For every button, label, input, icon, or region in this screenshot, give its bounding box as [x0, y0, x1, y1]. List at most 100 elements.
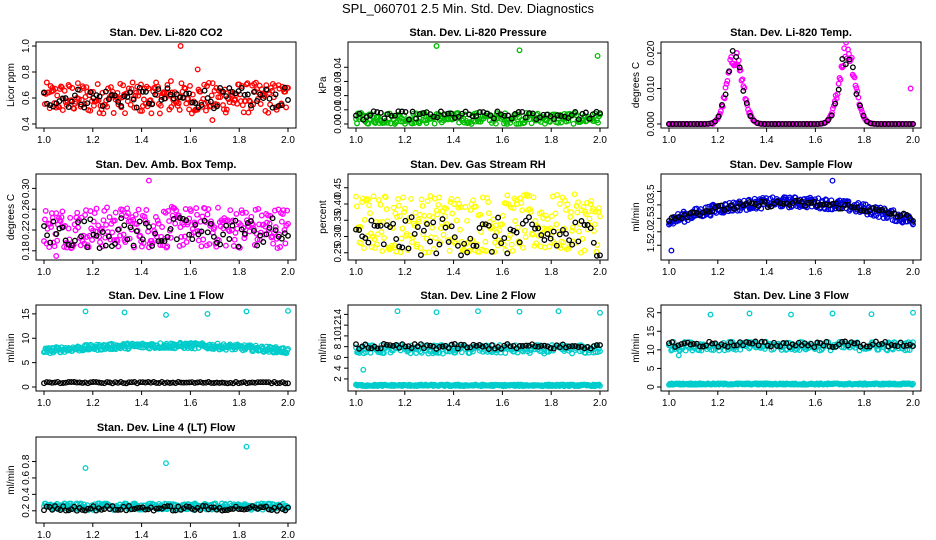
x-tick-label: 1.4 — [447, 135, 461, 146]
chart-title: Stan. Dev. Gas Stream RH — [410, 159, 546, 171]
data-point — [165, 208, 172, 214]
data-point — [155, 86, 162, 93]
data-point — [207, 98, 214, 105]
data-point — [687, 121, 694, 127]
data-point — [238, 379, 245, 386]
data-point — [519, 343, 526, 349]
data-point — [170, 95, 177, 102]
data-point — [173, 236, 180, 243]
data-point — [367, 210, 373, 217]
data-point — [164, 85, 171, 92]
data-point — [213, 379, 220, 386]
data-point — [285, 380, 291, 387]
data-point — [191, 379, 198, 386]
data-point — [161, 238, 168, 245]
data-point — [746, 339, 753, 346]
data-point — [814, 121, 821, 127]
y-tick-label: 0.04 — [333, 57, 344, 77]
data-point — [470, 242, 477, 249]
data-point — [894, 213, 901, 220]
data-point — [211, 224, 218, 231]
data-point — [857, 102, 863, 109]
data-point — [522, 342, 529, 349]
data-point — [427, 193, 434, 199]
x-tick-label: 2.0 — [281, 398, 295, 409]
y-tick-label: 20 — [646, 307, 657, 319]
data-point — [740, 87, 747, 94]
chart-title: Stan. Dev. Li-820 Temp. — [730, 27, 852, 39]
data-point — [417, 252, 424, 259]
data-point — [719, 101, 725, 108]
data-point — [224, 507, 231, 513]
data-point — [75, 86, 81, 93]
data-point — [470, 197, 477, 204]
data-point — [183, 100, 190, 107]
data-point — [416, 218, 422, 225]
data-point — [131, 104, 138, 111]
data-point — [779, 121, 786, 127]
data-point — [449, 210, 456, 217]
data-point — [451, 234, 458, 241]
data-point — [499, 212, 506, 219]
data-point — [587, 201, 594, 208]
data-point — [235, 380, 242, 387]
x-tick-label: 1.4 — [760, 135, 774, 146]
data-point — [430, 113, 437, 120]
data-point — [111, 217, 118, 224]
points-layer — [353, 43, 603, 127]
data-point — [104, 379, 111, 386]
data-point — [510, 205, 517, 212]
data-point — [828, 112, 835, 119]
chart-title: Stan. Dev. Sample Flow — [730, 159, 853, 171]
data-point — [814, 339, 821, 346]
y-axis-label: ml/min — [631, 333, 642, 362]
data-point — [788, 311, 794, 318]
data-point — [161, 95, 168, 102]
data-point — [189, 379, 195, 386]
data-point — [461, 240, 468, 247]
data-point — [562, 206, 569, 213]
x-tick-label: 1.4 — [447, 267, 461, 278]
data-point — [593, 342, 600, 349]
chart-panel: Stan. Dev. Line 4 (LT) Flow 1.0 1.2 1.4 1.6 1… — [6, 422, 297, 540]
data-point — [93, 232, 100, 239]
data-point — [559, 341, 566, 348]
data-point — [757, 120, 764, 127]
data-point — [90, 231, 97, 238]
data-point — [501, 112, 508, 119]
data-point — [235, 88, 242, 95]
data-point — [249, 379, 256, 386]
data-point — [480, 247, 487, 254]
x-tick-label: 1.0 — [662, 135, 676, 146]
data-point — [582, 109, 589, 116]
data-point — [353, 226, 359, 233]
data-point — [222, 242, 229, 249]
data-point — [147, 379, 154, 386]
data-point — [402, 205, 408, 212]
data-point — [547, 345, 554, 351]
data-point — [245, 109, 252, 116]
data-point — [767, 203, 774, 210]
data-point — [491, 248, 498, 255]
data-point — [279, 379, 286, 386]
points-layer — [41, 307, 291, 387]
data-point — [167, 234, 174, 241]
data-point — [120, 82, 127, 89]
x-tick-label: 1.8 — [232, 398, 246, 409]
data-point — [153, 505, 160, 512]
data-point — [558, 113, 565, 119]
data-point — [458, 341, 464, 348]
data-point — [556, 231, 563, 238]
y-tick-label: 0.00 — [333, 114, 344, 134]
data-point — [821, 119, 828, 126]
data-point — [97, 239, 103, 246]
data-point — [434, 114, 441, 121]
data-point — [462, 108, 469, 115]
data-point — [888, 210, 895, 217]
data-point — [482, 342, 489, 349]
y-tick-label: 0.30 — [21, 178, 32, 198]
data-point — [743, 339, 750, 346]
data-point — [220, 88, 227, 95]
y-tick-label: 0.2 — [21, 503, 32, 517]
data-point — [176, 94, 183, 101]
